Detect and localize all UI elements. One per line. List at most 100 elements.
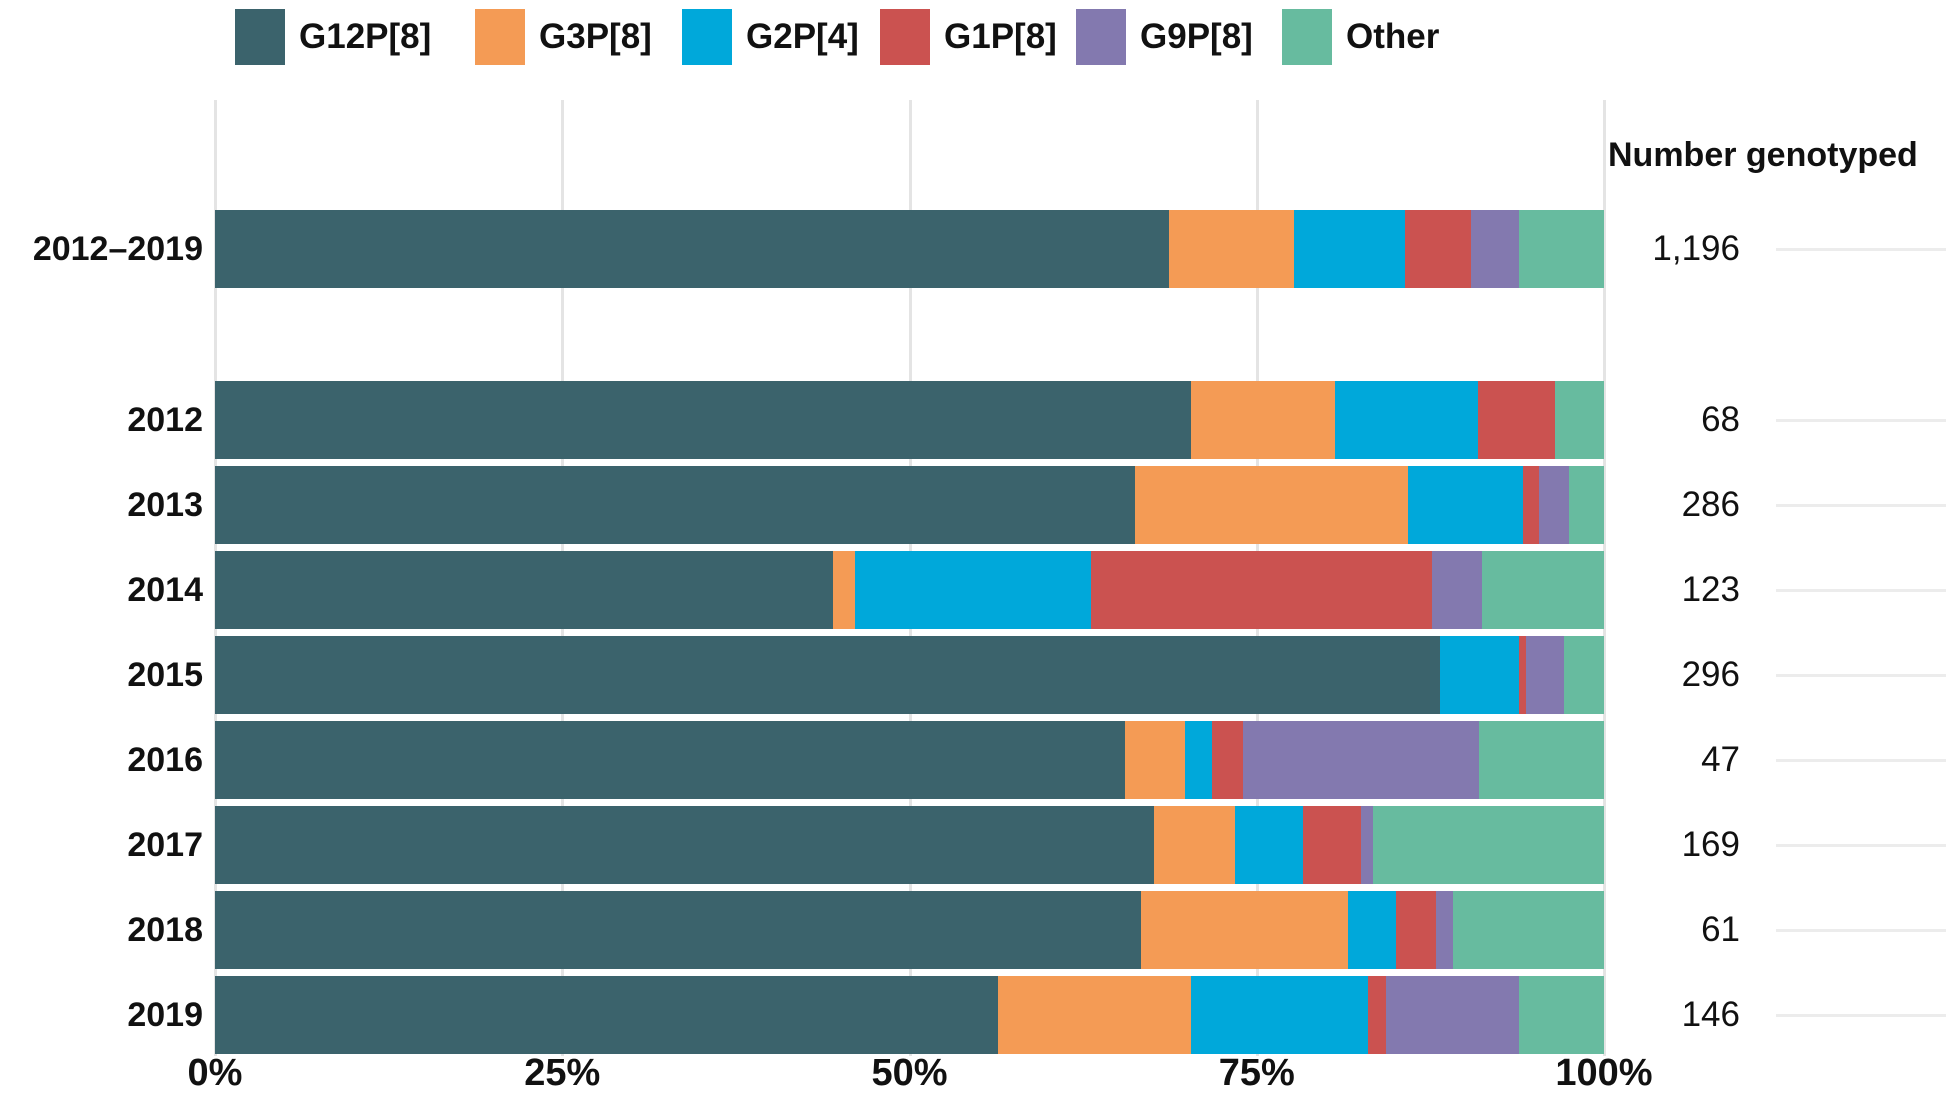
bar-segment-G3P[8] bbox=[833, 551, 856, 629]
gridline bbox=[1603, 100, 1606, 1056]
bar-2019 bbox=[215, 976, 1604, 1054]
legend-item: Other bbox=[1282, 8, 1439, 66]
count-ruler-line bbox=[1776, 504, 1946, 507]
bar-segment-G9P[8] bbox=[1435, 891, 1453, 969]
legend-swatch-icon bbox=[1076, 9, 1126, 65]
count-value: 296 bbox=[1681, 655, 1740, 694]
bar-2014 bbox=[215, 551, 1604, 629]
count-value: 68 bbox=[1701, 400, 1740, 439]
legend-label: G9P[8] bbox=[1140, 17, 1253, 56]
bar-2016 bbox=[215, 721, 1604, 799]
bar-segment-G1P[8] bbox=[1523, 466, 1539, 544]
bar-segment-G2P[4] bbox=[1184, 721, 1213, 799]
bar-segment-Other bbox=[1519, 976, 1604, 1054]
bar-segment-G2P[4] bbox=[1408, 466, 1524, 544]
bar-segment-G3P[8] bbox=[998, 976, 1192, 1054]
bar-segment-G2P[4] bbox=[1191, 976, 1368, 1054]
bar-segment-Other bbox=[1478, 721, 1604, 799]
bar-segment-G2P[4] bbox=[855, 551, 1092, 629]
bar-2017 bbox=[215, 806, 1604, 884]
bar-segment-G1P[8] bbox=[1212, 721, 1243, 799]
count-value: 286 bbox=[1681, 485, 1740, 524]
count-ruler-line bbox=[1776, 929, 1946, 932]
row-label: 2014 bbox=[127, 571, 203, 609]
bar-segment-G9P[8] bbox=[1526, 636, 1564, 714]
bar-segment-G1P[8] bbox=[1477, 381, 1556, 459]
bar-segment-Other bbox=[1555, 381, 1604, 459]
legend-swatch-icon bbox=[880, 9, 930, 65]
bar-segment-G12P[8] bbox=[215, 891, 1142, 969]
count-value: 47 bbox=[1701, 740, 1740, 779]
legend-swatch-icon bbox=[682, 9, 732, 65]
count-ruler-line bbox=[1776, 589, 1946, 592]
bar-segment-G2P[4] bbox=[1334, 381, 1478, 459]
count-ruler-line bbox=[1776, 248, 1946, 251]
count-ruler-line bbox=[1776, 1014, 1946, 1017]
legend-label: G12P[8] bbox=[299, 17, 432, 56]
row-label: 2019 bbox=[127, 996, 203, 1034]
legend-item: G2P[4] bbox=[682, 8, 859, 66]
row-label: 2016 bbox=[127, 741, 203, 779]
row-label: 2015 bbox=[127, 656, 203, 694]
bar-segment-G9P[8] bbox=[1470, 210, 1520, 288]
count-value: 61 bbox=[1701, 910, 1740, 949]
bar-segment-G12P[8] bbox=[215, 976, 999, 1054]
count-value: 146 bbox=[1681, 995, 1740, 1034]
bar-segment-G9P[8] bbox=[1360, 806, 1374, 884]
bar-2018 bbox=[215, 891, 1604, 969]
x-tick-label: 100% bbox=[1555, 1052, 1653, 1094]
legend-label: G1P[8] bbox=[944, 17, 1057, 56]
row-label: 2012–2019 bbox=[32, 230, 203, 268]
row-label: 2013 bbox=[127, 486, 203, 524]
count-ruler-line bbox=[1776, 674, 1946, 677]
bar-segment-G1P[8] bbox=[1091, 551, 1432, 629]
x-tick-label: 75% bbox=[1218, 1052, 1295, 1094]
bar-segment-G9P[8] bbox=[1242, 721, 1479, 799]
x-tick-label: 0% bbox=[187, 1052, 243, 1094]
bar-segment-G1P[8] bbox=[1519, 636, 1527, 714]
bar-segment-G3P[8] bbox=[1169, 210, 1295, 288]
bar-segment-G12P[8] bbox=[215, 721, 1125, 799]
bar-segment-G2P[4] bbox=[1348, 891, 1396, 969]
bar-segment-G1P[8] bbox=[1302, 806, 1361, 884]
bar-segment-G9P[8] bbox=[1431, 551, 1482, 629]
count-value: 169 bbox=[1681, 825, 1740, 864]
count-ruler-line bbox=[1776, 844, 1946, 847]
legend-label: Other bbox=[1346, 17, 1440, 56]
legend-item: G1P[8] bbox=[880, 8, 1057, 66]
legend-item: G12P[8] bbox=[235, 8, 431, 66]
bar-segment-Other bbox=[1563, 636, 1604, 714]
legend-swatch-icon bbox=[475, 9, 525, 65]
bar-segment-Other bbox=[1519, 210, 1604, 288]
bar-segment-G12P[8] bbox=[215, 466, 1135, 544]
bar-segment-Other bbox=[1452, 891, 1604, 969]
bar-segment-G2P[4] bbox=[1234, 806, 1303, 884]
legend-item: G3P[8] bbox=[475, 8, 652, 66]
row-label: 2012 bbox=[127, 401, 203, 439]
bar-segment-G3P[8] bbox=[1134, 466, 1409, 544]
bar-2012–2019 bbox=[215, 210, 1604, 288]
legend-item: G9P[8] bbox=[1076, 8, 1253, 66]
bar-segment-G2P[4] bbox=[1440, 636, 1520, 714]
count-value: 1,196 bbox=[1652, 229, 1740, 268]
bar-segment-G3P[8] bbox=[1153, 806, 1235, 884]
legend-swatch-icon bbox=[1282, 9, 1332, 65]
bar-segment-G1P[8] bbox=[1367, 976, 1386, 1054]
legend-swatch-icon bbox=[235, 9, 285, 65]
bar-segment-G12P[8] bbox=[215, 381, 1192, 459]
bar-segment-G12P[8] bbox=[215, 806, 1154, 884]
bar-segment-Other bbox=[1481, 551, 1604, 629]
x-tick-label: 50% bbox=[871, 1052, 948, 1094]
count-column-header: Number genotyped bbox=[1608, 136, 1918, 174]
bar-segment-G12P[8] bbox=[215, 551, 834, 629]
bar-segment-G12P[8] bbox=[215, 636, 1441, 714]
count-ruler-line bbox=[1776, 419, 1946, 422]
bar-segment-G9P[8] bbox=[1385, 976, 1520, 1054]
bar-segment-G3P[8] bbox=[1141, 891, 1349, 969]
row-label: 2017 bbox=[127, 826, 203, 864]
bar-segment-G2P[4] bbox=[1294, 210, 1406, 288]
bar-segment-Other bbox=[1569, 466, 1604, 544]
bar-segment-G3P[8] bbox=[1124, 721, 1185, 799]
bar-segment-G9P[8] bbox=[1538, 466, 1570, 544]
